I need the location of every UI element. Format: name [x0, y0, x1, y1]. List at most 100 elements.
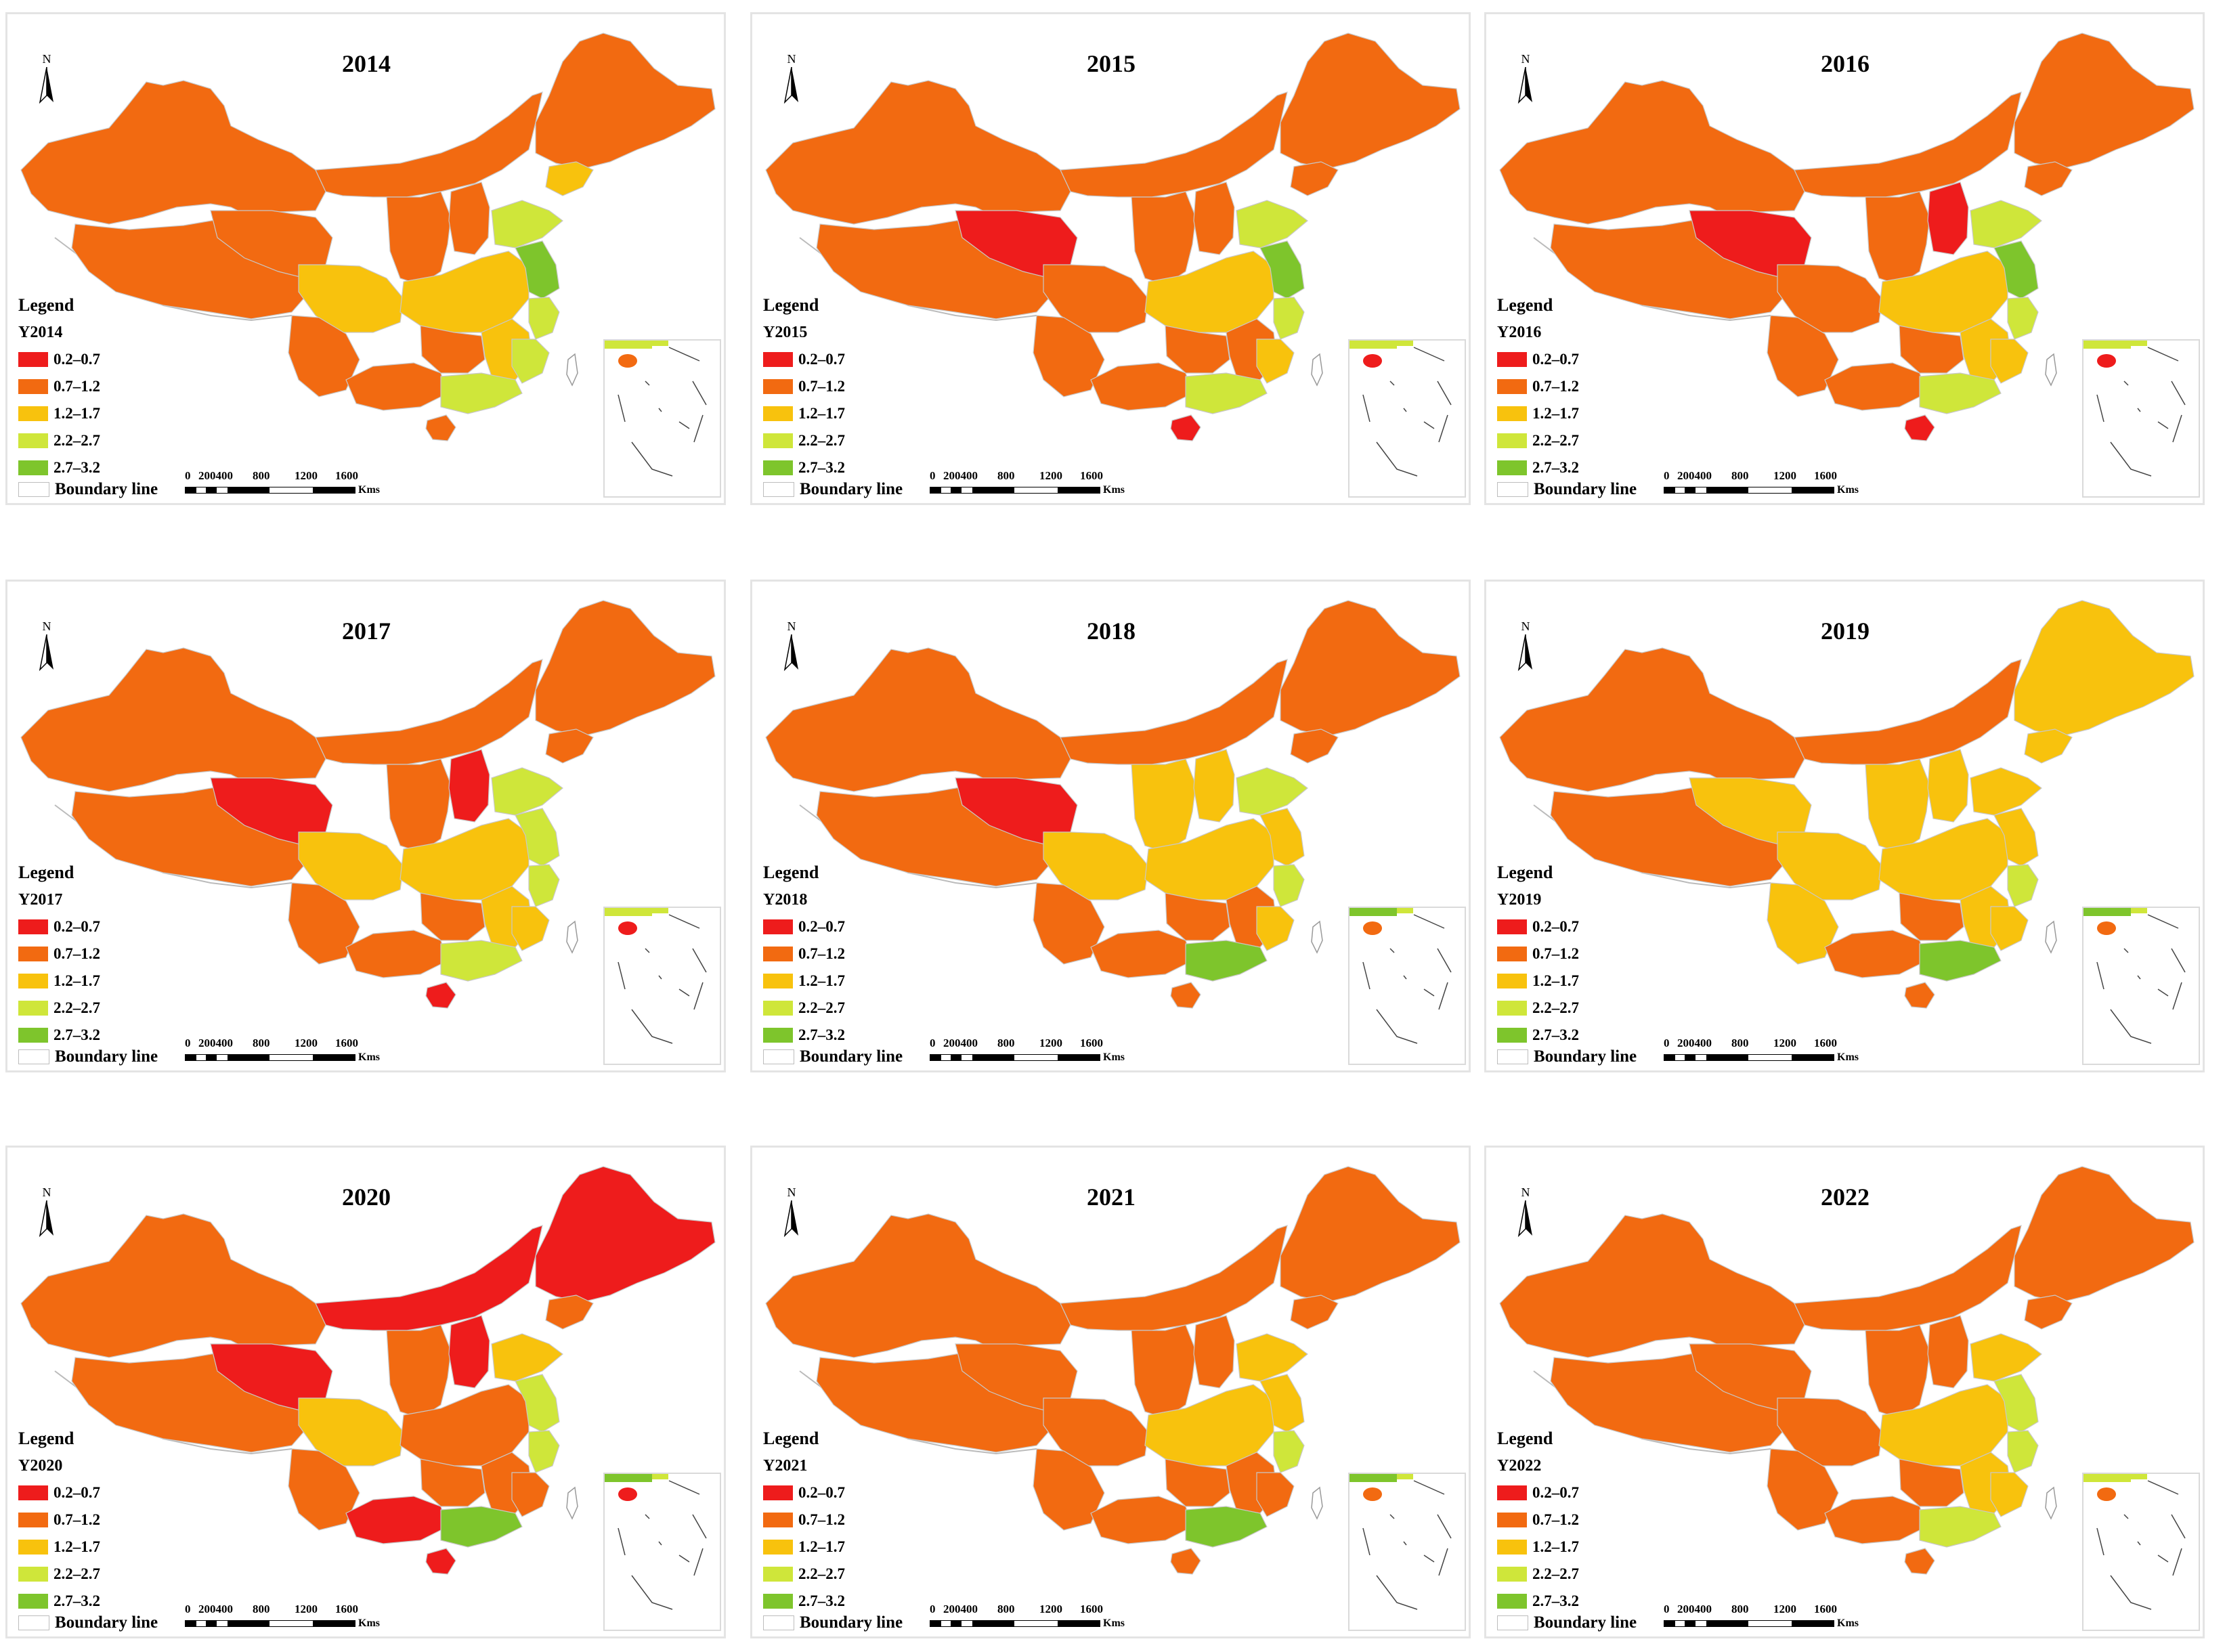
scale-unit: Kms: [358, 1051, 380, 1063]
legend-swatch: [18, 1001, 48, 1016]
region-hunan: [420, 892, 485, 941]
legend-item: 1.2–1.7: [18, 1534, 194, 1561]
north-label: N: [787, 1186, 796, 1199]
region-fujian: [1990, 1472, 2029, 1517]
region-zhejiang: [2007, 864, 2039, 907]
legend-label: 0.7–1.2: [798, 378, 845, 395]
legend-label: 0.2–0.7: [53, 918, 100, 935]
scale-unit: Kms: [1103, 1051, 1125, 1063]
region-sichuan: [1777, 831, 1883, 900]
legend-item: 1.2–1.7: [18, 968, 194, 995]
north-arrow-icon: N: [778, 52, 805, 113]
legend-label: 0.2–0.7: [53, 351, 100, 368]
region-yunnan: [1033, 315, 1105, 397]
region-hunan: [1165, 325, 1230, 374]
taiwan-outline: [1311, 920, 1323, 954]
legend-item: 1.2–1.7: [763, 1534, 939, 1561]
scale-tick-label: 0: [1664, 469, 1670, 482]
region-northeast: [535, 1166, 716, 1303]
region-jiangsu: [1259, 240, 1305, 299]
north-label: N: [1521, 52, 1530, 66]
region-guangdong: [440, 1506, 523, 1548]
region-liaoning: [2024, 729, 2073, 764]
legend-label: 0.7–1.2: [53, 378, 100, 395]
region-northeast: [2014, 600, 2195, 737]
map-panel-2014: 2014 N Legend Y2014 0.2–0.7 0.7–1.2 1.2–1.7 2.2…: [5, 12, 726, 505]
region-shandong: [491, 1333, 563, 1382]
legend-swatch: [18, 1567, 48, 1582]
scale-tick-label: 1200: [295, 469, 318, 482]
legend-label: 0.7–1.2: [798, 945, 845, 962]
legend-item: 2.7–3.2: [1497, 1022, 1673, 1049]
legend-label: 0.7–1.2: [798, 1511, 845, 1528]
region-shaanxi: [1131, 191, 1196, 286]
region-shandong: [1236, 767, 1308, 816]
region-hunan: [1899, 892, 1964, 941]
legend-item: 2.7–3.2: [18, 454, 194, 481]
legend-swatch: [763, 947, 793, 961]
region-guangdong: [1919, 940, 2002, 982]
region-west: [1499, 1213, 1805, 1358]
legend-label: 2.2–2.7: [798, 432, 845, 449]
region-liaoning: [545, 161, 594, 196]
region-guangxi: [1824, 1496, 1927, 1544]
legend-item: 0.2–0.7: [1497, 346, 1673, 373]
legend-item: 2.2–2.7: [1497, 1561, 1673, 1588]
region-north: [1060, 1225, 1288, 1331]
legend-swatch: [1497, 919, 1527, 934]
legend-label: 0.7–1.2: [53, 1511, 100, 1528]
legend-swatch: [763, 1513, 793, 1527]
region-central: [1144, 818, 1274, 900]
north-arrow-icon: N: [1512, 1186, 1539, 1246]
legend-swatch: [763, 1567, 793, 1582]
region-liaoning: [1290, 729, 1339, 764]
legend-swatch: [1497, 1485, 1527, 1500]
boundary-legend: Boundary line: [763, 480, 903, 499]
china-map: [20, 1166, 716, 1575]
legend-swatch: [18, 433, 48, 448]
legend-swatch: [18, 460, 48, 475]
region-hunan: [1899, 325, 1964, 374]
china-map: [765, 600, 1461, 1009]
region-west: [1499, 647, 1805, 792]
region-shandong: [1236, 1333, 1308, 1382]
region-fujian: [1256, 1472, 1295, 1517]
north-arrow-icon: N: [778, 1186, 805, 1246]
legend-field: Y2021: [763, 1457, 808, 1475]
scale-bar: 0 200400 800 1200 1600 Kms: [930, 1037, 1133, 1064]
region-shaanxi: [1865, 191, 1930, 286]
legend-heading: Legend: [1497, 295, 1553, 315]
scale-bar: 0 200400 800 1200 1600 Kms: [185, 469, 388, 496]
scale-tick-label: 1600: [1080, 1603, 1103, 1615]
region-shanxi: [1193, 181, 1235, 255]
taiwan-outline: [566, 353, 578, 387]
legend-item: 2.2–2.7: [18, 1561, 194, 1588]
region-hainan: [1170, 1548, 1201, 1575]
region-yunnan: [288, 1448, 360, 1531]
legend: Legend Y2018 0.2–0.7 0.7–1.2 1.2–1.7 2.2–2.7 2…: [763, 859, 939, 1049]
legend-swatch: [18, 1485, 48, 1500]
region-yunnan: [1767, 1448, 1839, 1531]
region-shaanxi: [1865, 758, 1930, 853]
region-zhejiang: [2007, 297, 2039, 340]
legend-swatch: [18, 947, 48, 961]
region-central: [1878, 251, 2008, 333]
legend-field: Y2014: [18, 324, 63, 341]
region-north: [1794, 659, 2022, 765]
legend-swatch: [763, 379, 793, 394]
scale-tick-label: 800: [997, 469, 1015, 482]
legend-item: 0.2–0.7: [763, 1479, 939, 1506]
region-fujian: [511, 906, 550, 951]
legend-swatch: [18, 406, 48, 421]
region-hunan: [1165, 892, 1230, 941]
legend-item: 0.2–0.7: [763, 913, 939, 940]
region-central: [399, 818, 530, 900]
legend-item: 2.7–3.2: [763, 454, 939, 481]
region-fujian: [1256, 339, 1295, 384]
region-hainan: [425, 982, 456, 1009]
taiwan-outline: [566, 1486, 578, 1520]
region-hunan: [420, 1458, 485, 1507]
region-hainan: [1170, 982, 1201, 1009]
region-shanxi: [1193, 749, 1235, 823]
